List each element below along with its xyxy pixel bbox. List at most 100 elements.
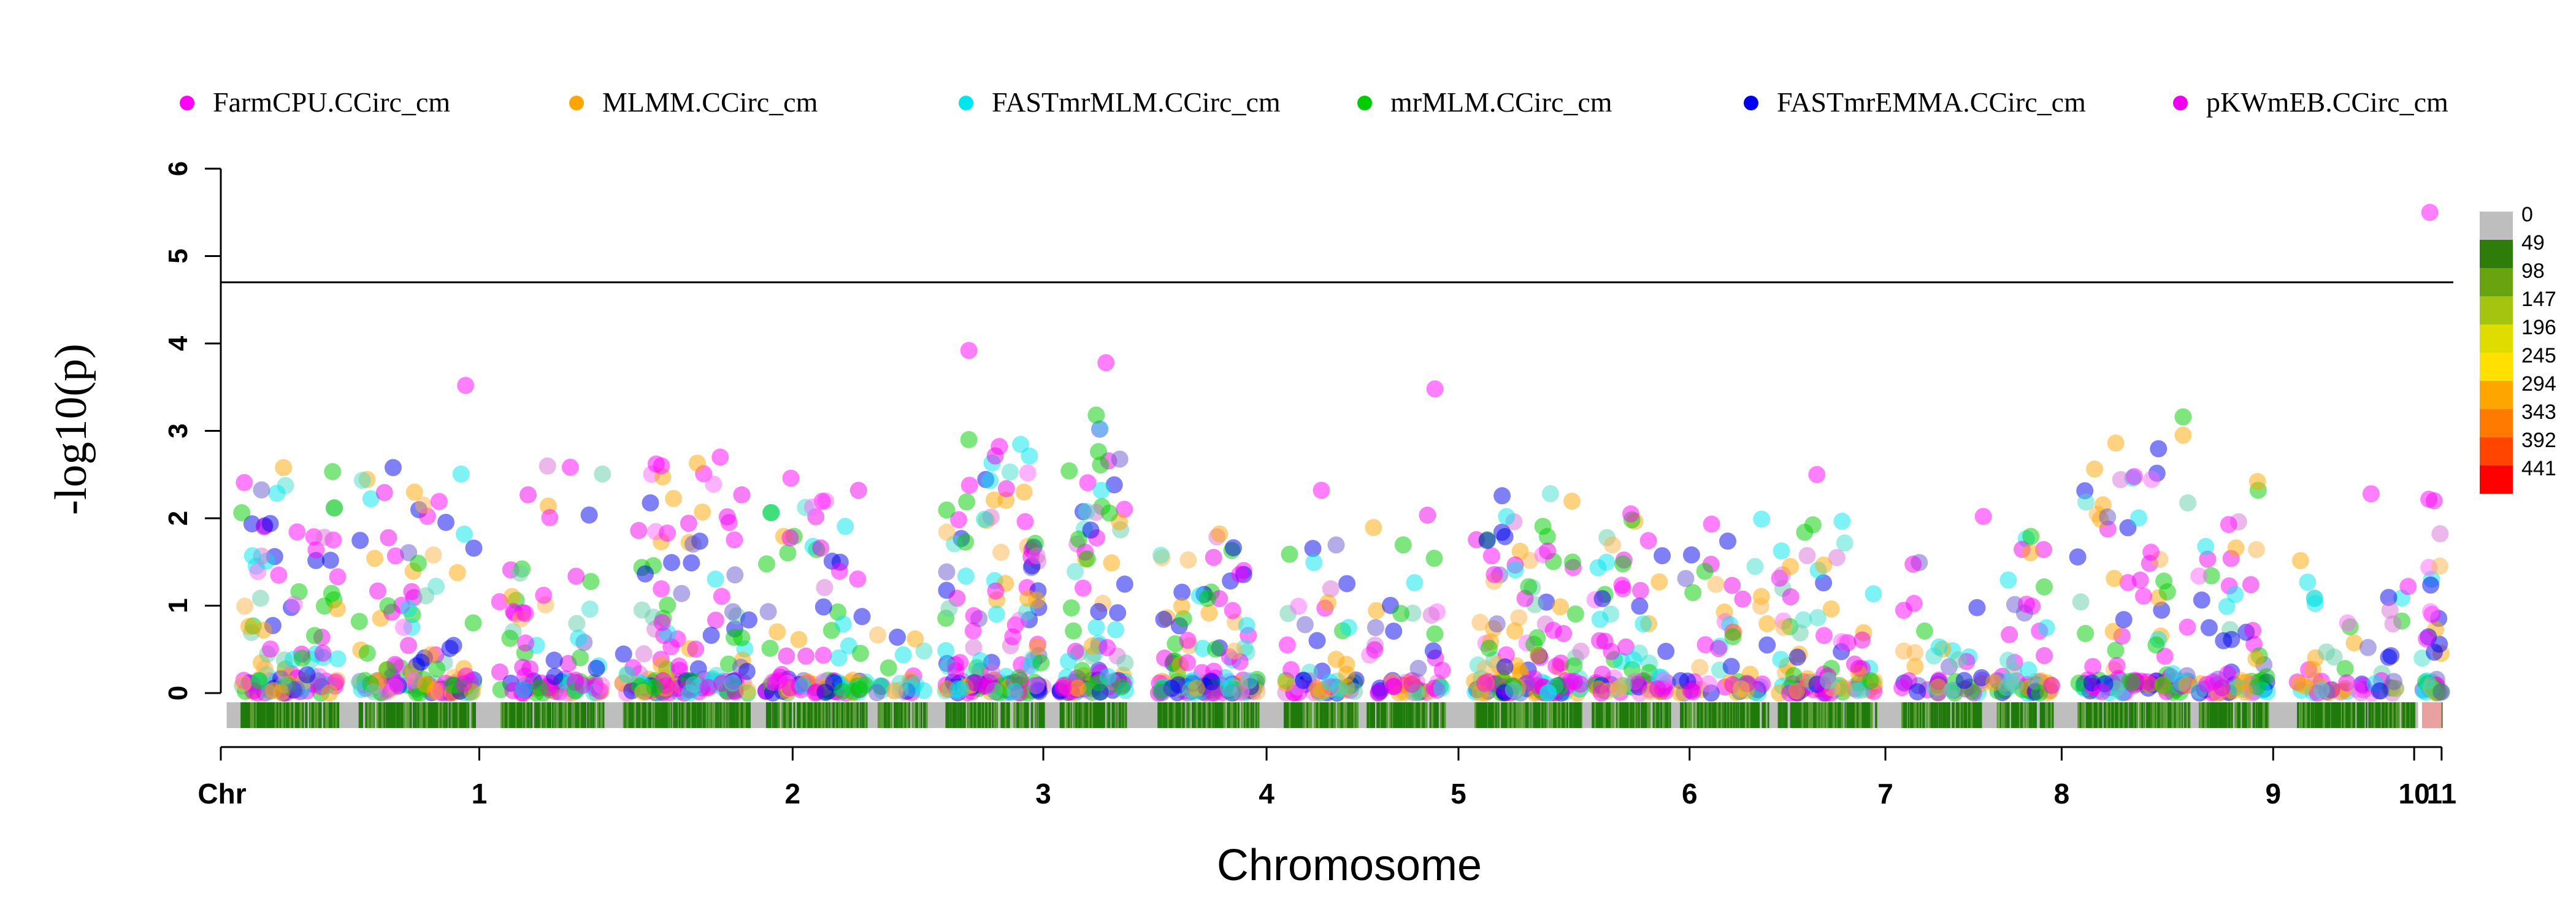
density-mark <box>536 702 539 728</box>
density-mark <box>1860 702 1862 728</box>
legend-marker-5 <box>2173 96 2188 110</box>
density-mark <box>1851 702 1853 728</box>
density-mark <box>1506 702 1509 728</box>
density-mark <box>1423 702 1425 728</box>
data-point <box>724 674 742 692</box>
data-point <box>503 588 521 605</box>
data-point <box>815 646 832 664</box>
data-point <box>2125 468 2143 486</box>
density-mark <box>896 702 899 728</box>
density-mark <box>1179 702 1181 728</box>
density-mark <box>778 702 781 728</box>
density-mark <box>550 702 551 728</box>
density-mark <box>267 702 269 728</box>
density-mark <box>1429 702 1432 728</box>
data-point <box>1153 684 1171 702</box>
data-point <box>298 666 316 684</box>
data-point <box>1346 683 1363 700</box>
density-mark <box>2209 702 2211 728</box>
density-mark <box>1220 702 1222 728</box>
density-mark <box>1252 702 1255 728</box>
density-mark <box>1384 702 1386 728</box>
density-mark <box>1495 702 1497 728</box>
data-point <box>315 597 333 615</box>
density-mark <box>2266 702 2268 728</box>
density-mark <box>1488 702 1490 728</box>
density-mark <box>1807 702 1810 728</box>
density-mark <box>2039 702 2042 728</box>
data-point <box>535 586 553 604</box>
data-point <box>1198 589 1216 607</box>
data-point <box>1510 609 1528 627</box>
density-mark <box>1256 702 1259 728</box>
density-mark <box>1914 702 1917 728</box>
density-mark <box>807 702 809 728</box>
density-mark <box>323 702 326 728</box>
data-point <box>1563 493 1581 510</box>
data-point <box>1722 657 1740 675</box>
density-mark <box>669 702 672 728</box>
density-mark <box>415 702 417 728</box>
density-mark <box>2030 702 2032 728</box>
data-point <box>1098 638 1116 656</box>
data-point <box>1370 683 1388 701</box>
density-mark <box>1946 702 1949 728</box>
density-mark <box>715 702 717 728</box>
density-mark <box>978 702 979 728</box>
density-legend-label-0: 0 <box>2521 203 2533 226</box>
density-mark <box>569 702 572 728</box>
density-mark <box>1716 702 1719 728</box>
data-point <box>1016 513 1034 531</box>
data-point <box>321 684 339 702</box>
density-mark <box>1693 702 1695 728</box>
data-point <box>1004 628 1022 646</box>
density-mark <box>974 702 976 728</box>
y-tick-label-1: 1 <box>163 598 193 613</box>
data-point <box>615 645 632 663</box>
density-mark <box>2020 702 2022 728</box>
density-mark <box>457 702 459 728</box>
density-mark <box>2149 702 2151 728</box>
density-mark <box>681 702 684 728</box>
density-mark <box>1171 702 1173 728</box>
data-point <box>1707 575 1725 593</box>
data-point <box>2142 543 2160 561</box>
density-mark <box>1493 702 1496 728</box>
density-mark <box>1682 702 1684 728</box>
density-mark <box>1627 702 1629 728</box>
density-mark <box>2082 702 2084 728</box>
density-mark <box>1703 702 1705 728</box>
data-point <box>2017 596 2035 613</box>
density-mark <box>723 702 725 728</box>
density-mark <box>1344 702 1347 728</box>
density-mark <box>331 702 333 728</box>
density-mark <box>688 702 690 728</box>
data-point <box>2291 552 2309 570</box>
density-mark <box>1157 702 1160 728</box>
density-mark <box>427 702 430 728</box>
density-legend-label-8: 392 <box>2521 429 2556 452</box>
data-point <box>685 676 703 694</box>
data-point <box>285 596 303 613</box>
density-mark <box>1795 702 1798 728</box>
data-point <box>981 472 999 489</box>
data-point <box>2431 558 2449 575</box>
density-mark <box>1327 702 1328 728</box>
data-point <box>1018 603 1035 621</box>
data-point <box>1083 637 1101 655</box>
density-mark <box>1785 702 1788 728</box>
data-point <box>2001 626 2018 643</box>
data-point <box>2384 615 2402 633</box>
density-mark <box>1731 702 1733 728</box>
density-mark <box>1017 702 1019 728</box>
density-mark <box>623 702 625 728</box>
data-point <box>1482 547 1500 565</box>
density-mark <box>805 702 808 728</box>
density-mark <box>2304 702 2306 728</box>
data-point <box>1657 643 1675 660</box>
data-point <box>1092 456 1110 474</box>
density-mark <box>634 702 636 728</box>
density-mark <box>1086 702 1089 728</box>
density-mark <box>1554 702 1557 728</box>
density-mark <box>443 702 445 728</box>
